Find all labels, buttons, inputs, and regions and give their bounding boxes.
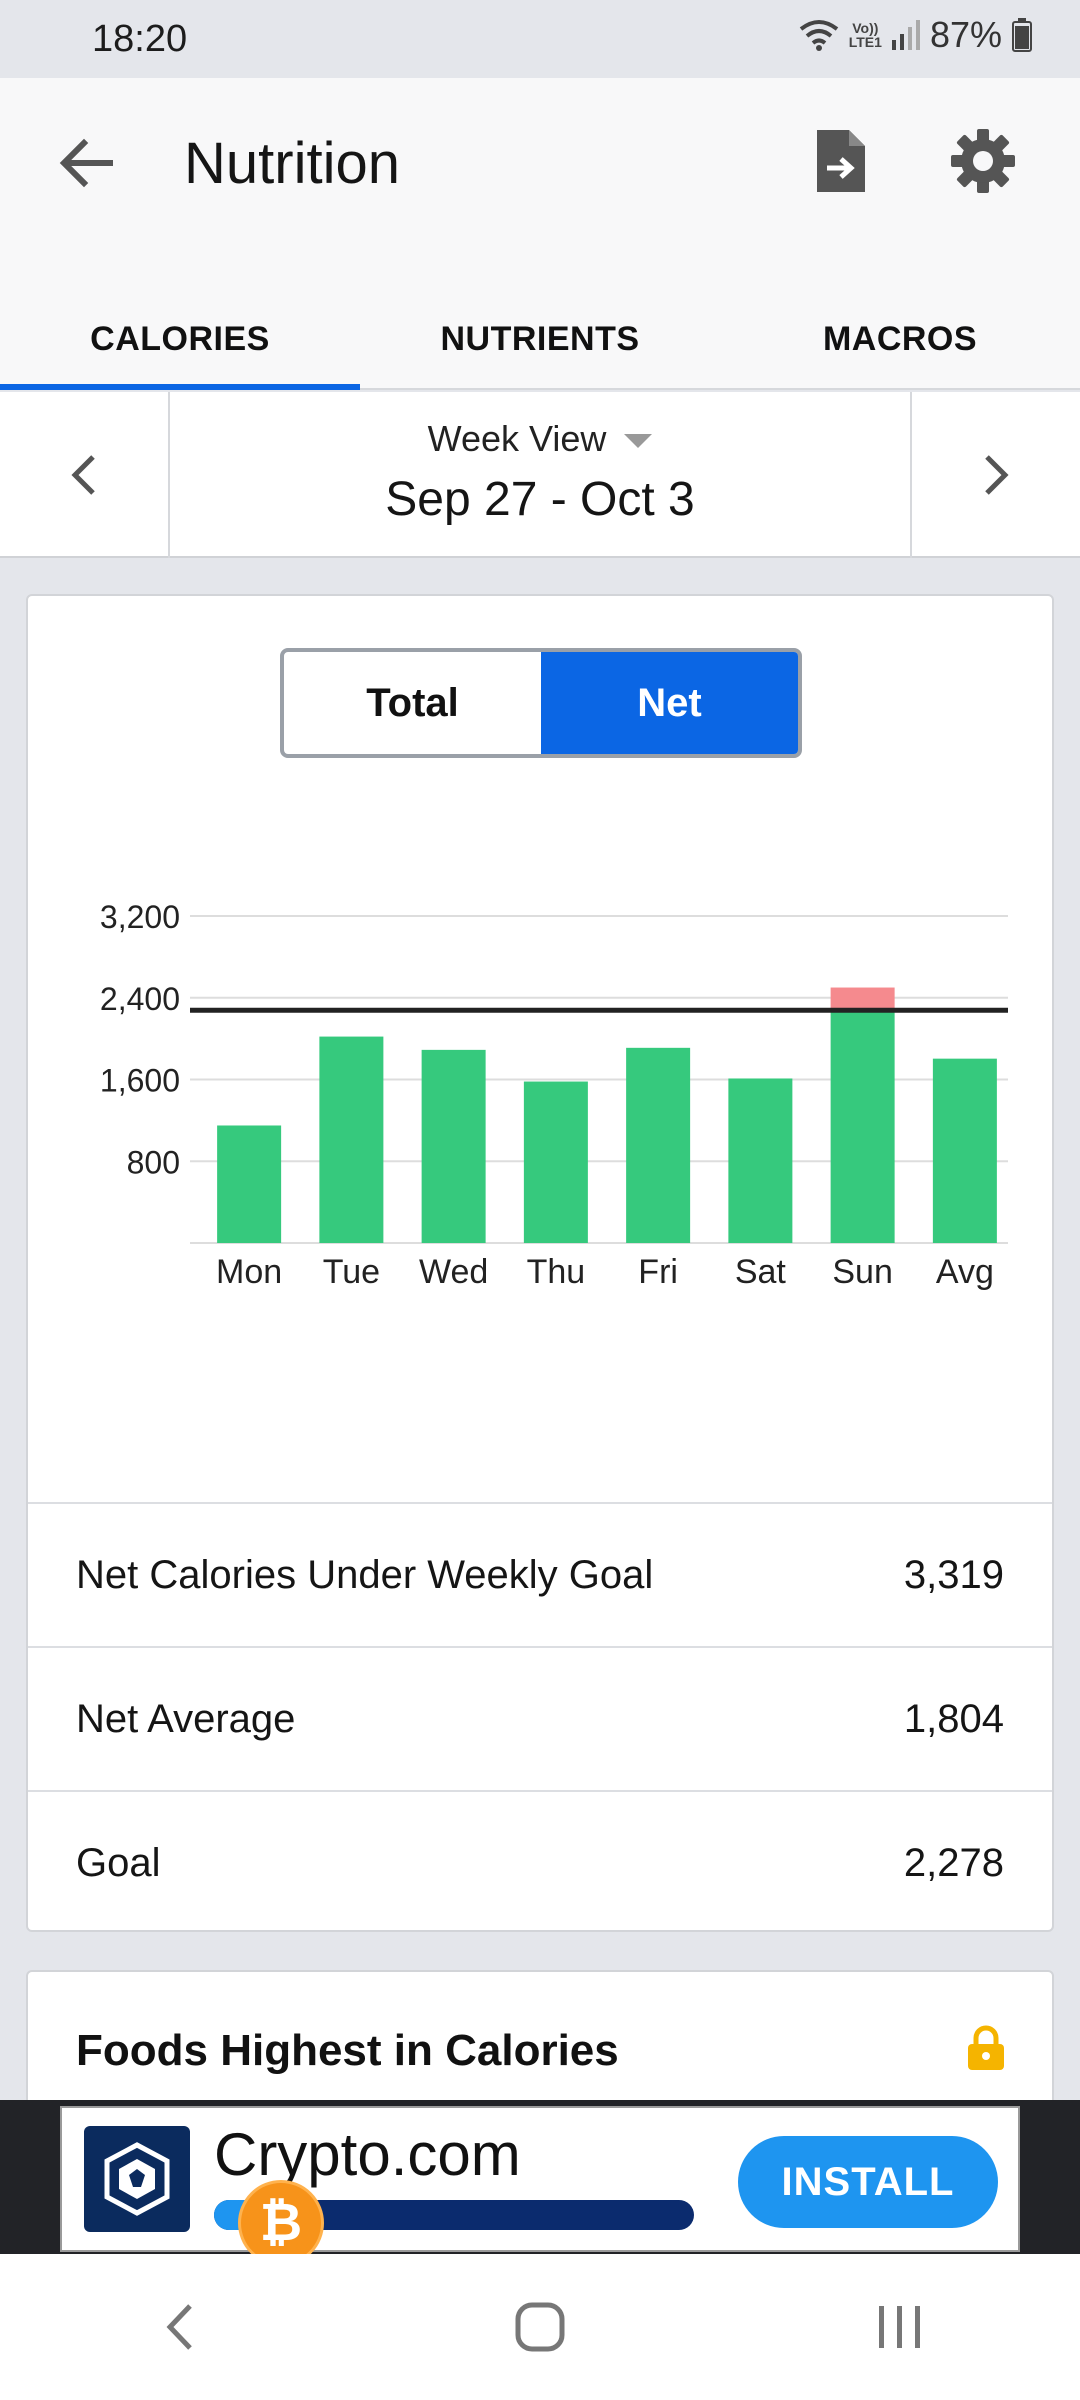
wifi-icon [799,20,838,51]
x-tick-label: Avg [936,1253,994,1291]
battery-icon [1012,18,1032,52]
y-tick-label: 800 [127,1144,180,1180]
x-tick-label: Wed [419,1253,488,1291]
stat-value: 3,319 [903,1552,1004,1597]
y-tick-label: 3,200 [100,899,180,935]
previous-week-button[interactable] [0,392,170,558]
system-navigation-bar [0,2254,1080,2400]
stat-label: Goal [76,1840,161,1885]
stat-label: Net Calories Under Weekly Goal [76,1552,654,1597]
caret-down-icon [624,434,653,449]
status-icons: Vo)) LTE1 87% [799,14,1032,56]
x-tick-label: Mon [216,1253,282,1291]
next-week-button[interactable] [910,392,1080,558]
bar-avg[interactable] [932,1058,997,1243]
stat-row-goal: Goal 2,278 [28,1790,1052,1934]
x-tick-label: Tue [323,1253,380,1291]
stat-row-net-average: Net Average 1,804 [28,1646,1052,1790]
tab-nutrients[interactable]: NUTRIENTS [440,319,640,358]
app-bar: Nutrition CALORIES NUTRIENTS MACROS [0,78,1080,390]
battery-percent: 87% [929,14,1002,55]
system-home-button[interactable] [480,2282,600,2372]
lte-indicator: Vo)) LTE1 [848,20,882,50]
week-view-label: Week View [427,418,607,459]
recents-icon [879,2306,920,2348]
status-time: 18:20 [92,18,188,60]
bar-sat[interactable] [728,1078,793,1243]
status-bar: 18:20 Vo)) LTE1 87% [0,0,1080,78]
ad-banner[interactable]: Crypto.com ₿ INSTALL [0,2100,1080,2266]
lion-shield-icon [104,2142,170,2216]
x-tick-label: Fri [638,1253,678,1291]
chevron-left-icon [166,2304,192,2350]
page-title: Nutrition [184,131,400,196]
bitcoin-icon: ₿ [238,2180,324,2266]
install-button[interactable]: INSTALL [738,2136,998,2228]
toggle-total[interactable]: Total [366,680,459,725]
stat-label: Net Average [76,1696,296,1741]
stat-value: 1,804 [903,1696,1004,1741]
x-tick-label: Sat [735,1253,787,1291]
week-navigator: Week View Sep 27 - Oct 3 [0,392,1080,558]
foods-card-title: Foods Highest in Calories [76,2026,619,2075]
crypto-logo-icon [84,2126,190,2232]
y-tick-label: 1,600 [100,1063,180,1099]
calories-card: Total Net 3,200 2,400 1,600 800 Mon Tue Wed Thu… [26,594,1054,1932]
tab-calories[interactable]: CALORIES [0,288,360,390]
toggle-net[interactable]: Net [541,652,798,754]
system-recents-button[interactable] [840,2282,960,2372]
total-net-toggle: Total Net [280,648,802,758]
stat-value: 2,278 [903,1840,1004,1885]
stats-list: Net Calories Under Weekly Goal 3,319 Net… [28,1502,1052,1934]
calories-bar-chart: 3,200 2,400 1,600 800 Mon Tue Wed Thu Fri Sat Sun A… [100,899,1008,1291]
tab-macros[interactable]: MACROS [822,319,978,358]
x-tick-label: Thu [527,1253,586,1291]
gear-icon[interactable] [948,126,1018,196]
tab-bar: CALORIES NUTRIENTS MACROS [0,288,1080,390]
x-tick-label: Sun [832,1253,893,1291]
file-export-icon[interactable] [805,126,875,196]
bar-over-sun[interactable] [830,987,895,1011]
signal-icon [891,20,920,50]
arrow-left-icon[interactable] [52,128,122,198]
bar-wed[interactable] [421,1049,486,1243]
bar-sun[interactable] [830,1010,895,1243]
home-square-icon [515,2302,565,2352]
system-back-button[interactable] [120,2282,240,2372]
bar-fri[interactable] [626,1047,691,1243]
date-range: Sep 27 - Oct 3 [385,473,695,526]
ad-content[interactable]: Crypto.com ₿ INSTALL [60,2106,1020,2266]
chevron-right-icon [985,455,1009,495]
stat-row-under-goal: Net Calories Under Weekly Goal 3,319 [28,1502,1052,1646]
week-view-dropdown[interactable]: Week View [170,418,910,460]
lock-icon [968,2025,1004,2070]
bar-tue[interactable] [319,1036,384,1243]
ad-brand: Crypto.com [214,2121,521,2188]
chevron-left-icon [71,455,95,495]
y-tick-label: 2,400 [100,981,180,1017]
bar-mon[interactable] [217,1125,282,1243]
bar-thu[interactable] [523,1081,588,1243]
